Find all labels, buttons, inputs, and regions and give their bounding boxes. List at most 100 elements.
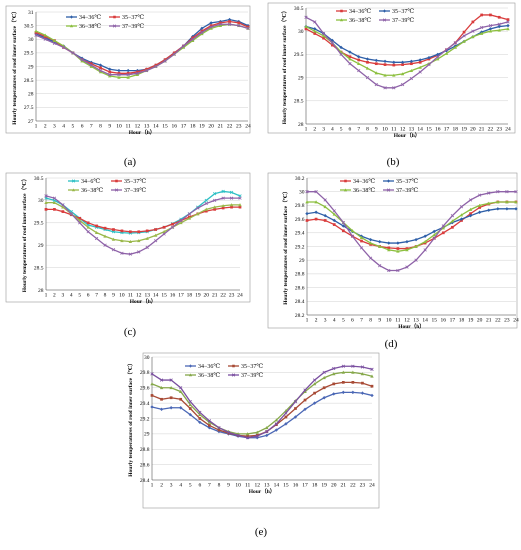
x-tick-label: 6 — [349, 127, 352, 133]
x-tick-label: 21 — [479, 127, 485, 133]
x-tick-label: 13 — [264, 483, 270, 489]
data-point — [111, 237, 116, 241]
data-point — [305, 190, 309, 194]
series-line — [151, 371, 373, 435]
data-point — [221, 206, 225, 210]
data-point — [453, 45, 458, 49]
data-point — [163, 59, 167, 63]
data-point — [303, 398, 307, 402]
data-point — [497, 15, 501, 19]
x-tick-label: 12 — [400, 127, 406, 133]
data-point — [154, 239, 158, 243]
data-point — [221, 196, 225, 200]
data-point — [351, 364, 355, 368]
data-point — [506, 20, 510, 24]
y-tick-label: 28.5 — [34, 265, 44, 271]
data-point — [43, 33, 47, 37]
y-tick-label: 29.4 — [295, 231, 305, 237]
x-axis-title: Hour（h） — [398, 322, 425, 330]
y-tick-label: 28 — [298, 122, 304, 128]
legend-label: 34−6℃ — [81, 178, 100, 185]
data-point — [218, 22, 222, 26]
data-point — [78, 221, 82, 225]
data-point — [200, 30, 204, 35]
data-point — [339, 18, 344, 22]
data-point — [332, 366, 336, 371]
data-point — [321, 31, 326, 36]
data-point — [255, 430, 259, 434]
data-point — [468, 207, 473, 211]
x-tick-label: 21 — [212, 293, 218, 299]
data-point — [229, 203, 234, 207]
data-point — [396, 247, 400, 250]
data-point — [52, 200, 57, 204]
data-point — [169, 378, 173, 382]
data-point — [71, 179, 76, 183]
data-point — [469, 212, 472, 215]
data-point — [274, 418, 279, 422]
x-tick-label: 19 — [321, 483, 327, 489]
data-point — [400, 82, 405, 87]
y-axis-title: Hourly temperatures of roof inner surfac… — [20, 176, 28, 292]
data-point — [360, 372, 365, 376]
data-point — [348, 57, 352, 61]
data-point — [368, 256, 373, 260]
x-tick-label: 18 — [312, 483, 318, 489]
data-point — [227, 431, 230, 435]
data-point — [238, 205, 242, 209]
series-line — [46, 201, 240, 243]
data-point — [468, 198, 473, 202]
data-point — [170, 225, 175, 229]
data-point — [305, 211, 309, 216]
x-tick-label: 6 — [87, 293, 90, 299]
data-point — [113, 15, 116, 19]
data-point — [293, 415, 298, 419]
data-point — [284, 422, 288, 426]
data-point — [370, 374, 374, 378]
y-tick-label: 28.5 — [24, 78, 34, 84]
data-point — [471, 20, 475, 24]
data-point — [409, 68, 414, 72]
data-point — [61, 203, 65, 207]
data-point — [487, 208, 491, 212]
x-tick-label: 23 — [496, 127, 502, 133]
data-point — [344, 179, 347, 183]
x-tick-label: 11 — [391, 127, 397, 133]
data-point — [98, 68, 103, 73]
data-point — [351, 390, 355, 395]
data-point — [340, 9, 343, 13]
data-point — [162, 225, 166, 229]
data-point — [137, 250, 141, 254]
data-point — [368, 237, 373, 242]
x-tick-label: 22 — [220, 293, 226, 299]
data-point — [323, 205, 327, 209]
x-tick-label: 16 — [170, 293, 176, 299]
data-point — [436, 57, 440, 61]
data-point — [322, 396, 326, 400]
x-tick-label: 3 — [53, 124, 56, 130]
data-point — [497, 24, 501, 29]
x-tick-label: 1 — [35, 124, 38, 130]
x-tick-label: 13 — [144, 293, 150, 299]
data-point — [188, 402, 192, 407]
data-point — [94, 230, 99, 235]
y-tick-label: 29.4 — [140, 401, 150, 407]
data-point — [108, 67, 112, 71]
x-tick-label: 14 — [417, 127, 423, 133]
data-point — [232, 364, 235, 368]
data-point — [423, 241, 427, 245]
data-point — [488, 29, 493, 33]
x-tick-label: 17 — [302, 483, 308, 489]
data-point — [144, 68, 149, 73]
data-point — [459, 217, 464, 221]
data-point — [187, 216, 192, 220]
legend-label: 34−36℃ — [79, 14, 101, 21]
data-point — [341, 364, 345, 368]
x-tick-label: 2 — [315, 318, 318, 324]
y-tick-label: 28.5 — [294, 99, 304, 105]
data-point — [322, 36, 325, 40]
data-point — [52, 196, 57, 200]
data-point — [423, 234, 427, 238]
series-4 — [34, 22, 250, 77]
